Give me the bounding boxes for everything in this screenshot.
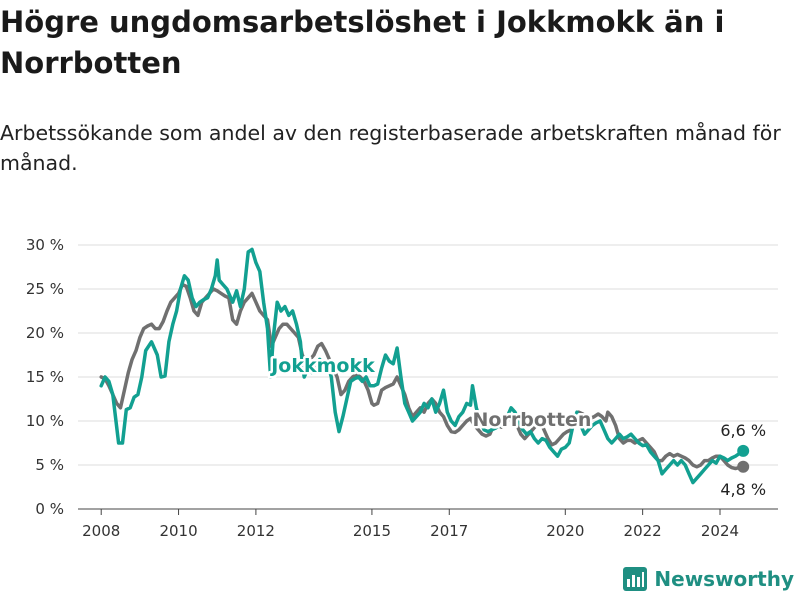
chart-title: Högre ungdomsarbetslöshet i Jokkmokk än … (0, 5, 725, 80)
y-tick-label: 10 % (26, 412, 64, 430)
chart-subtitle: Arbetssökande som andel av den registerb… (0, 121, 781, 175)
x-axis: 2008 2010 2012 2015 2017 2020 2022 2024 (82, 509, 739, 540)
y-tick-label: 0 % (35, 500, 64, 518)
x-tick-label: 2017 (430, 522, 468, 540)
x-tick-label: 2015 (353, 522, 391, 540)
y-axis-ticks: 0 % 5 % 10 % 15 % 20 % 25 % 30 % (26, 236, 64, 518)
y-tick-label: 30 % (26, 236, 64, 254)
grid-lines (78, 244, 778, 510)
y-tick-label: 5 % (35, 456, 64, 474)
end-point-norrbotten (737, 460, 750, 473)
end-label-norrbotten: 4,8 % (720, 480, 766, 499)
x-tick-label: 2022 (624, 522, 662, 540)
x-tick-label: 2008 (82, 522, 120, 540)
newsworthy-icon (623, 567, 648, 591)
brand-logo[interactable]: Newsworthy (622, 566, 794, 592)
y-tick-label: 20 % (26, 324, 64, 342)
end-point-jokkmokk (737, 444, 750, 457)
x-tick-label: 2010 (159, 522, 197, 540)
series-line-jokkmokk (99, 247, 745, 485)
y-tick-label: 15 % (26, 368, 64, 386)
x-tick-label: 2012 (237, 522, 275, 540)
series-label-norrbotten: Norrbotten (473, 409, 592, 431)
end-label-norrbotten-halo: 4,8 % (720, 480, 766, 499)
series-label-norrbotten-halo: Norrbotten (473, 409, 592, 431)
end-label-jokkmokk: 6,6 % (720, 421, 766, 440)
series-label-jokkmokk-halo: Jokkmokk (269, 355, 375, 377)
y-tick-label: 25 % (26, 280, 64, 298)
end-label-jokkmokk-halo: 6,6 % (720, 421, 766, 440)
x-tick-label: 2020 (546, 522, 584, 540)
series-label-jokkmokk: Jokkmokk (269, 355, 375, 377)
series-lines (99, 247, 750, 485)
brand-name: Newsworthy (654, 567, 794, 591)
x-tick-label: 2024 (701, 522, 739, 540)
